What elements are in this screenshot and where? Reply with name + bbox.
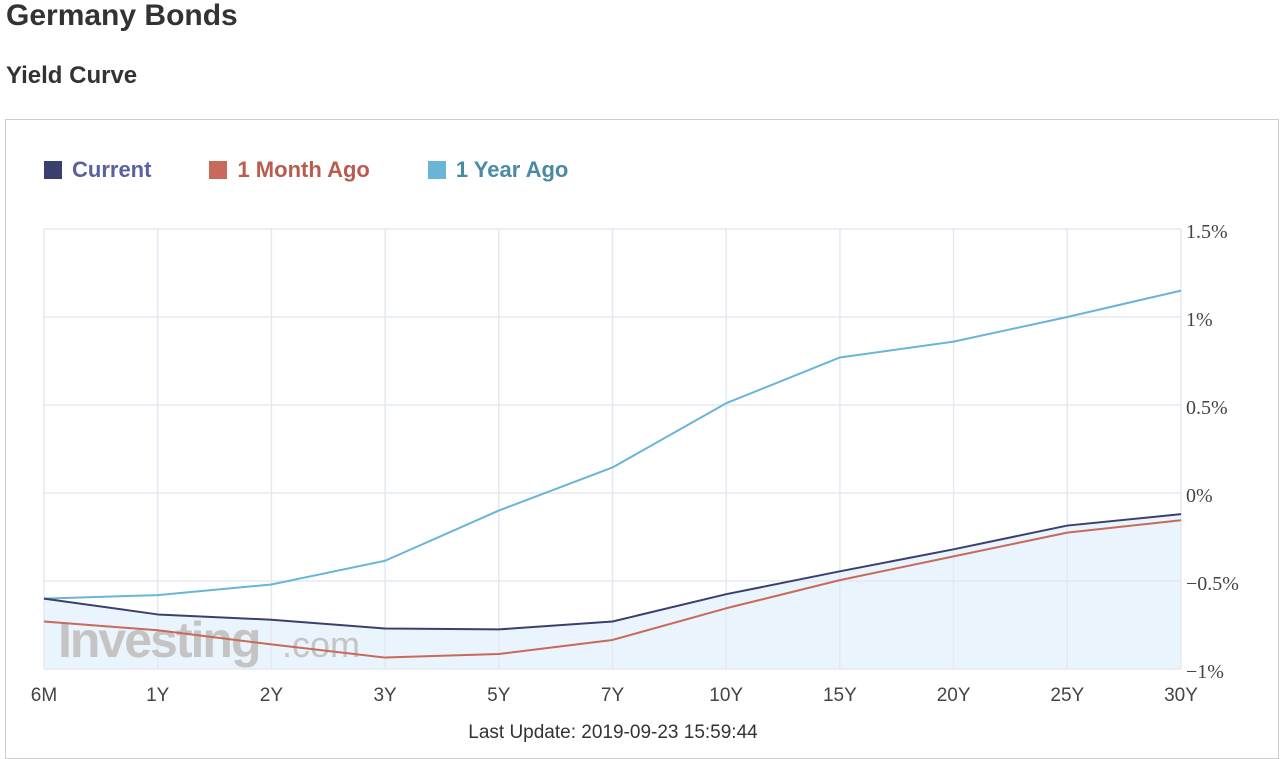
x-tick-label-5y: 5Y (487, 685, 511, 706)
legend-label-1-month-ago: 1 Month Ago (237, 157, 370, 182)
series-line-1-year-ago (43, 289, 1182, 600)
legend-swatch-1-year-ago (427, 161, 446, 179)
data-point-current-3y (384, 627, 387, 630)
legend-swatch-current (44, 161, 62, 179)
legend-label-1-year-ago: 1 Year Ago (455, 157, 569, 182)
data-point-current-7y (611, 620, 614, 623)
section-title: Yield Curve (6, 62, 138, 89)
series-line-1-month-ago (43, 519, 1182, 659)
data-point-current-25y (1066, 524, 1069, 527)
data-point-current-15y (838, 570, 841, 573)
data-point-1-year-ago-30y (1180, 289, 1183, 292)
legend-swatch-1-month-ago (209, 161, 228, 179)
y-tick-label-4: −0.5% (1186, 573, 1239, 595)
data-point-1-year-ago-5y (497, 509, 500, 512)
data-point-1-month-ago-10y (725, 607, 728, 610)
series-line-current (43, 513, 1182, 631)
page-title: Germany Bonds (6, 0, 238, 32)
investing-watermark-suffix: .com (282, 624, 360, 665)
data-point-current-6m (43, 597, 46, 600)
data-point-1-month-ago-30y (1180, 519, 1183, 522)
data-point-1-month-ago-2y (270, 643, 273, 646)
y-tick-label-5: −1% (1186, 661, 1224, 683)
legend-label-current: Current (72, 157, 152, 182)
data-point-1-year-ago-7y (611, 466, 614, 469)
data-point-1-year-ago-3y (384, 559, 387, 562)
data-point-1-year-ago-20y (952, 340, 955, 343)
data-point-current-10y (725, 593, 728, 596)
y-tick-label-2: 0.5% (1186, 397, 1228, 419)
data-point-1-year-ago-25y (1066, 316, 1069, 319)
data-point-1-year-ago-15y (838, 356, 841, 359)
x-tick-label-2y: 2Y (260, 685, 284, 706)
data-point-current-20y (952, 548, 955, 551)
x-tick-label-10y: 10Y (709, 685, 743, 706)
x-tick-label-15y: 15Y (823, 685, 857, 706)
chart-legend: Current 1 Month Ago 1 Year Ago (44, 156, 626, 184)
x-tick-label-3y: 3Y (373, 685, 397, 706)
data-point-current-1y (156, 613, 159, 616)
data-point-1-month-ago-25y (1066, 531, 1069, 534)
last-update-text: Last Update: 2019-09-23 15:59:44 (468, 722, 758, 743)
data-point-1-year-ago-1y (156, 594, 159, 597)
data-point-1-month-ago-1y (156, 629, 159, 632)
x-tick-label-6m: 6M (31, 685, 57, 706)
data-point-current-30y (1180, 513, 1183, 516)
x-tick-label-25y: 25Y (1050, 685, 1084, 706)
legend-item-current[interactable]: Current (44, 157, 151, 183)
x-tick-label-7y: 7Y (601, 685, 625, 706)
data-point-1-month-ago-15y (838, 579, 841, 582)
data-point-1-month-ago-7y (611, 638, 614, 641)
investing-watermark: Investing (58, 612, 259, 668)
x-tick-label-20y: 20Y (937, 685, 971, 706)
y-tick-label-1: 1% (1186, 309, 1213, 331)
y-tick-label-3: 0% (1186, 485, 1213, 507)
data-point-1-month-ago-5y (497, 653, 500, 656)
data-point-1-month-ago-3y (384, 656, 387, 659)
data-point-current-5y (497, 628, 500, 631)
x-tick-label-30y: 30Y (1164, 685, 1198, 706)
x-tick-label-1y: 1Y (146, 685, 170, 706)
data-point-1-month-ago-6m (43, 620, 46, 623)
legend-item-1-year-ago[interactable]: 1 Year Ago (427, 157, 569, 183)
legend-item-1-month-ago[interactable]: 1 Month Ago (209, 157, 370, 183)
data-point-current-2y (270, 618, 273, 621)
current-area-fill (44, 514, 1181, 669)
data-point-1-year-ago-10y (725, 402, 728, 405)
data-point-1-month-ago-20y (952, 555, 955, 558)
y-tick-label-0: 1.5% (1186, 221, 1228, 243)
data-point-1-year-ago-2y (270, 583, 273, 586)
